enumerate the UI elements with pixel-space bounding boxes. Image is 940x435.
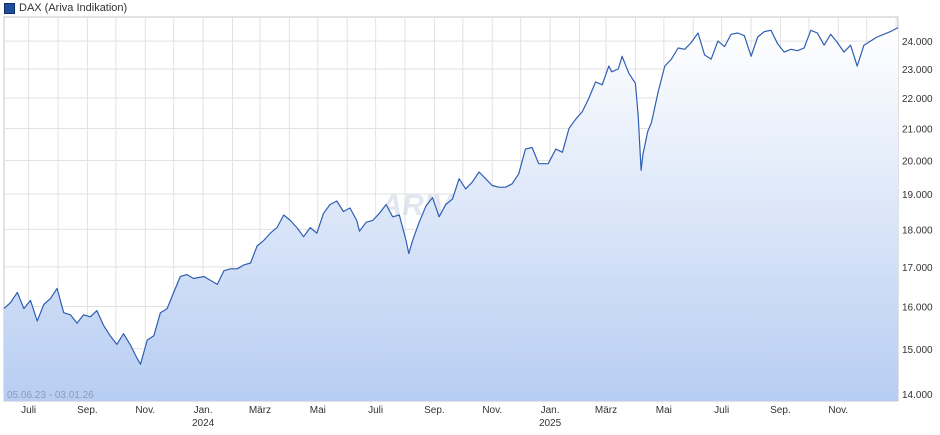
x-tick-label: Juli <box>21 405 36 416</box>
x-tick-label: Mai <box>310 405 326 416</box>
y-tick-label: 21.000 <box>902 125 933 136</box>
y-tick-label: 18.000 <box>902 225 933 236</box>
y-axis: 14.000 15.000 16.000 17.000 18.000 19.000 20.0… <box>902 37 933 401</box>
x-tick-label: Sep. <box>424 405 445 416</box>
y-tick-label: 20.000 <box>902 156 933 167</box>
x-tick-label: Nov. <box>135 405 155 416</box>
x-tick-label: Jan. <box>541 405 560 416</box>
x-tick-label: Juli <box>714 405 729 416</box>
x-tick-label: Sep. <box>770 405 791 416</box>
legend-swatch <box>4 2 15 14</box>
y-tick-label: 22.000 <box>902 94 933 105</box>
price-area <box>4 27 898 401</box>
y-tick-label: 23.000 <box>902 65 933 76</box>
x-year-label: 2025 <box>539 418 562 429</box>
legend: DAX (Ariva Indikation) <box>4 1 127 15</box>
x-tick-label: März <box>249 405 271 416</box>
x-tick-label: Juli <box>368 405 383 416</box>
y-tick-label: 17.000 <box>902 263 933 274</box>
y-tick-label: 19.000 <box>902 190 933 201</box>
x-tick-label: Sep. <box>77 405 98 416</box>
x-tick-label: Mai <box>656 405 672 416</box>
y-tick-label: 14.000 <box>902 390 933 401</box>
x-tick-label: Jan. <box>194 405 213 416</box>
x-year-label: 2024 <box>192 418 215 429</box>
legend-label: DAX (Ariva Indikation) <box>19 2 128 14</box>
date-range-label: 05.06.23 - 03.01.26 <box>7 390 94 401</box>
price-line <box>3 27 899 365</box>
x-axis: Juli Sep. Nov. Jan. März Mai Juli Sep. Nov. Jan. M… <box>21 405 848 429</box>
y-tick-label: 24.000 <box>902 37 933 48</box>
x-tick-label: Nov. <box>828 405 848 416</box>
y-tick-label: 16.000 <box>902 303 933 314</box>
x-tick-label: Nov. <box>482 405 502 416</box>
x-tick-label: März <box>595 405 617 416</box>
y-tick-label: 15.000 <box>902 345 933 356</box>
